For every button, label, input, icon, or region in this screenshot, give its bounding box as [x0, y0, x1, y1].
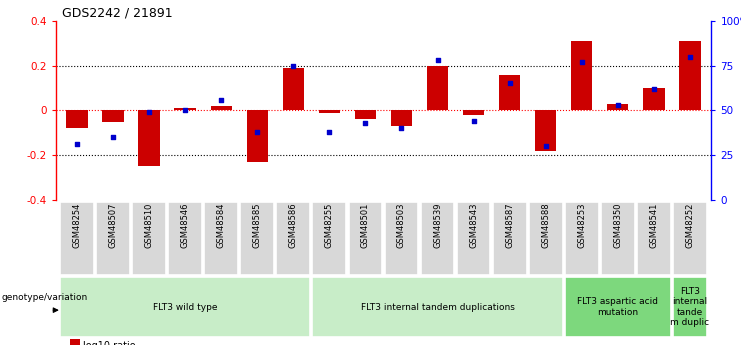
Bar — [679, 41, 700, 110]
FancyBboxPatch shape — [493, 201, 527, 275]
Text: GDS2242 / 21891: GDS2242 / 21891 — [62, 7, 173, 20]
Point — [71, 142, 83, 147]
FancyBboxPatch shape — [96, 201, 130, 275]
Bar — [247, 110, 268, 162]
Text: genotype/variation: genotype/variation — [1, 293, 87, 302]
Bar — [174, 108, 196, 110]
Bar — [319, 110, 340, 113]
FancyBboxPatch shape — [456, 201, 491, 275]
Bar — [391, 110, 412, 126]
Bar — [210, 106, 232, 110]
Bar — [102, 110, 124, 122]
Text: GSM48539: GSM48539 — [433, 203, 442, 248]
FancyBboxPatch shape — [133, 201, 166, 275]
Text: GSM48254: GSM48254 — [73, 203, 82, 248]
Text: FLT3 aspartic acid
mutation: FLT3 aspartic acid mutation — [577, 297, 658, 317]
Text: GSM48255: GSM48255 — [325, 203, 334, 248]
Text: GSM48541: GSM48541 — [649, 203, 658, 248]
Point — [143, 109, 155, 115]
Text: GSM48546: GSM48546 — [181, 203, 190, 248]
Bar — [499, 75, 520, 110]
Bar — [282, 68, 305, 110]
FancyBboxPatch shape — [673, 201, 707, 275]
Text: FLT3
internal
tande
m duplic: FLT3 internal tande m duplic — [670, 287, 709, 327]
Point — [576, 59, 588, 65]
Point — [216, 97, 227, 102]
Point — [288, 63, 299, 68]
Text: FLT3 wild type: FLT3 wild type — [153, 303, 218, 312]
Point — [612, 102, 624, 108]
FancyBboxPatch shape — [276, 201, 310, 275]
FancyBboxPatch shape — [565, 201, 599, 275]
Text: GSM48350: GSM48350 — [613, 203, 622, 248]
FancyBboxPatch shape — [421, 201, 454, 275]
FancyBboxPatch shape — [348, 201, 382, 275]
FancyBboxPatch shape — [313, 201, 346, 275]
Bar — [355, 110, 376, 119]
Point — [396, 126, 408, 131]
Bar — [462, 110, 485, 115]
Point — [107, 135, 119, 140]
Point — [359, 120, 371, 126]
Point — [431, 57, 443, 63]
Text: GSM48584: GSM48584 — [217, 203, 226, 248]
Text: log10 ratio: log10 ratio — [83, 341, 136, 345]
FancyBboxPatch shape — [205, 201, 239, 275]
FancyBboxPatch shape — [313, 277, 562, 337]
Bar — [535, 110, 556, 151]
Text: GSM48507: GSM48507 — [109, 203, 118, 248]
Point — [648, 86, 659, 92]
Point — [684, 54, 696, 59]
FancyBboxPatch shape — [528, 201, 562, 275]
FancyBboxPatch shape — [240, 201, 274, 275]
FancyBboxPatch shape — [637, 201, 671, 275]
Bar — [427, 66, 448, 110]
Point — [251, 129, 263, 135]
Text: GSM48501: GSM48501 — [361, 203, 370, 248]
Bar — [607, 104, 628, 110]
FancyBboxPatch shape — [565, 277, 671, 337]
Point — [539, 144, 551, 149]
Bar — [643, 88, 665, 110]
Bar — [70, 339, 80, 345]
Text: GSM48587: GSM48587 — [505, 203, 514, 248]
Point — [468, 118, 479, 124]
Text: GSM48588: GSM48588 — [541, 203, 550, 248]
Bar — [67, 110, 88, 128]
FancyBboxPatch shape — [60, 277, 310, 337]
FancyBboxPatch shape — [168, 201, 202, 275]
FancyBboxPatch shape — [601, 201, 634, 275]
Text: GSM48252: GSM48252 — [685, 203, 694, 248]
Bar — [571, 41, 593, 110]
FancyBboxPatch shape — [385, 201, 419, 275]
Point — [179, 108, 191, 113]
Text: GSM48543: GSM48543 — [469, 203, 478, 248]
Bar — [139, 110, 160, 167]
FancyBboxPatch shape — [673, 277, 707, 337]
Text: GSM48253: GSM48253 — [577, 203, 586, 248]
Text: GSM48510: GSM48510 — [144, 203, 154, 248]
Point — [324, 129, 336, 135]
Point — [504, 81, 516, 86]
Text: GSM48586: GSM48586 — [289, 203, 298, 248]
Text: GSM48585: GSM48585 — [253, 203, 262, 248]
Text: GSM48503: GSM48503 — [397, 203, 406, 248]
FancyBboxPatch shape — [60, 201, 94, 275]
Text: FLT3 internal tandem duplications: FLT3 internal tandem duplications — [361, 303, 514, 312]
